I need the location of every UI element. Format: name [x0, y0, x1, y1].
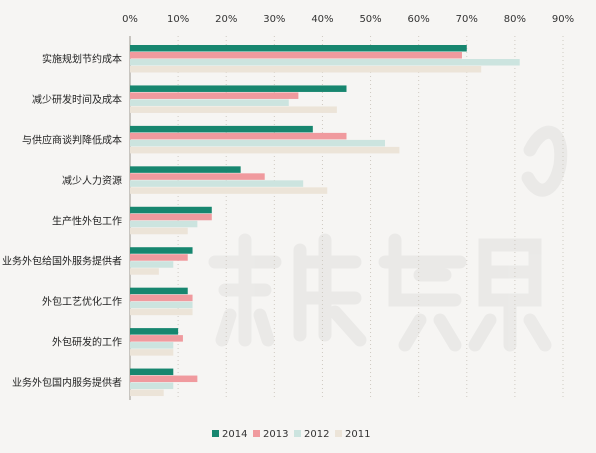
category-label: 业务外包国内服务提供者: [12, 376, 122, 389]
bar-2014-1: [130, 45, 467, 52]
x-tick-label: 10%: [167, 14, 189, 25]
bar-2012-3: [130, 139, 385, 147]
category-label: 外包工艺优化工作: [42, 295, 122, 308]
bar-2011-9: [130, 389, 164, 397]
category-label: 减少人力资源: [62, 174, 122, 187]
x-tick-label: 0%: [122, 14, 138, 25]
legend-swatch-2012: [294, 430, 301, 437]
bar-2012-1: [130, 59, 520, 66]
bar-2011-8: [130, 349, 174, 356]
bar-2012-2: [130, 99, 289, 106]
x-tick-label: 60%: [408, 14, 430, 25]
watermark-logo: [208, 125, 568, 352]
bar-2012-7: [130, 301, 193, 309]
bar-2014-5: [130, 206, 212, 214]
bar-2013-1: [130, 52, 462, 59]
bar-2011-1: [130, 66, 482, 73]
bar-2013-5: [130, 213, 212, 221]
bar-2011-2: [130, 106, 337, 113]
bar-2013-3: [130, 132, 347, 140]
bar-2011-3: [130, 146, 400, 154]
legend-label-2014: 2014: [222, 429, 247, 440]
legend-label-2011: 2011: [345, 429, 370, 440]
bar-2014-8: [130, 328, 179, 335]
bar-2011-5: [130, 227, 188, 235]
category-label: 业务外包给国外服务提供者: [2, 255, 122, 268]
category-label: 外包研发的工作: [52, 336, 122, 349]
x-tick-label: 40%: [311, 14, 333, 25]
x-tick-label: 50%: [359, 14, 381, 25]
bar-2013-2: [130, 92, 299, 99]
legend-label-2012: 2012: [304, 429, 329, 440]
x-tick-label: 70%: [456, 14, 478, 25]
bar-2014-3: [130, 125, 313, 133]
category-label: 与供应商谈判降低成本: [22, 133, 122, 146]
bar-2013-9: [130, 375, 198, 383]
legend-swatch-2014: [212, 430, 219, 437]
x-tick-label: 20%: [215, 14, 237, 25]
bar-2012-9: [130, 382, 174, 390]
x-tick-label: 30%: [263, 14, 285, 25]
bar-2014-9: [130, 368, 174, 376]
bar-2011-7: [130, 308, 193, 316]
bar-2014-6: [130, 247, 193, 254]
bar-2012-8: [130, 342, 174, 349]
bar-2012-4: [130, 180, 304, 187]
bar-2014-2: [130, 85, 347, 92]
legend-swatch-2013: [253, 430, 260, 437]
bar-2013-7: [130, 294, 193, 302]
bar-2013-4: [130, 173, 265, 180]
bar-2012-6: [130, 261, 174, 268]
bar-2011-4: [130, 187, 328, 194]
x-tick-label: 80%: [504, 14, 526, 25]
bar-2011-6: [130, 268, 159, 275]
legend-label-2013: 2013: [263, 429, 288, 440]
bar-2014-7: [130, 287, 188, 295]
bar-2013-8: [130, 335, 183, 342]
category-label: 生产性外包工作: [52, 214, 122, 227]
bar-2012-5: [130, 220, 198, 228]
x-tick-label: 90%: [552, 14, 574, 25]
category-label: 减少研发时间及成本: [32, 93, 122, 106]
bar-2013-6: [130, 254, 188, 261]
bar-2014-4: [130, 166, 241, 173]
legend-swatch-2011: [335, 430, 342, 437]
category-label: 实施规划节约成本: [42, 53, 122, 66]
